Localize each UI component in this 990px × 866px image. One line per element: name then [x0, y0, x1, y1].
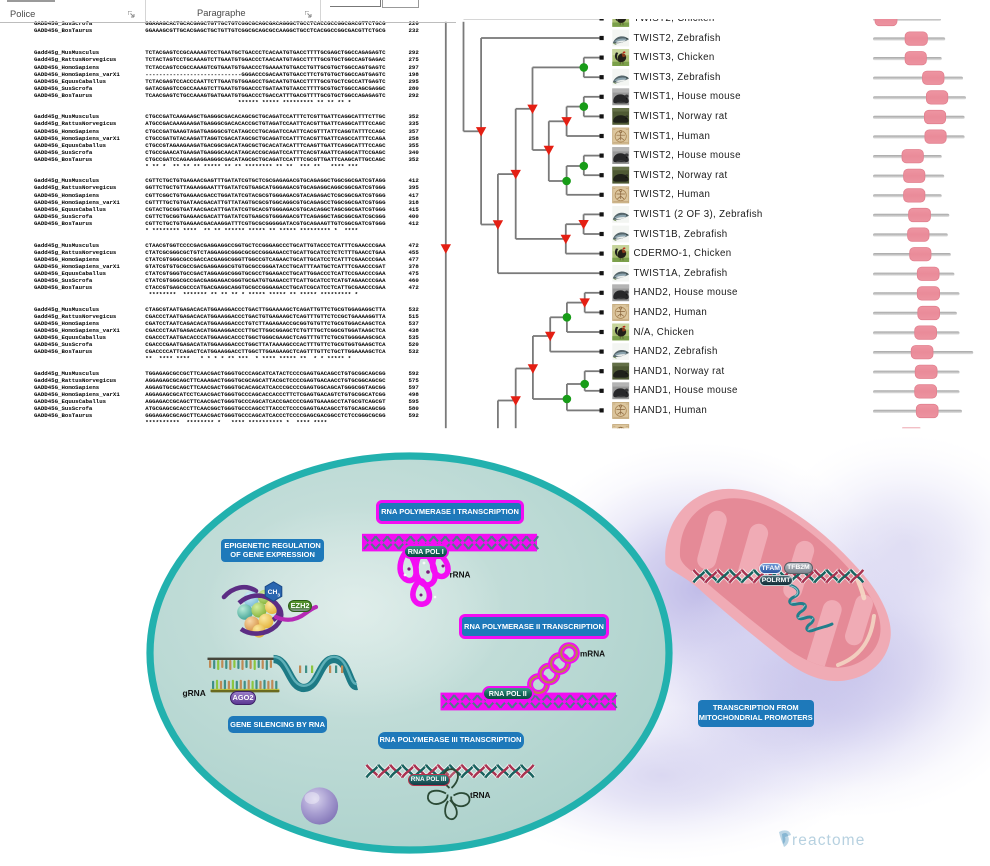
svg-text:tRNA: tRNA: [470, 791, 491, 800]
svg-text:mRNA: mRNA: [580, 650, 605, 659]
svg-text:3: 3: [277, 592, 280, 597]
svg-text:rRNA: rRNA: [450, 571, 471, 580]
svg-text:reactome: reactome: [792, 832, 865, 849]
svg-text:gRNA: gRNA: [183, 688, 206, 698]
svg-text:CH: CH: [268, 589, 278, 596]
